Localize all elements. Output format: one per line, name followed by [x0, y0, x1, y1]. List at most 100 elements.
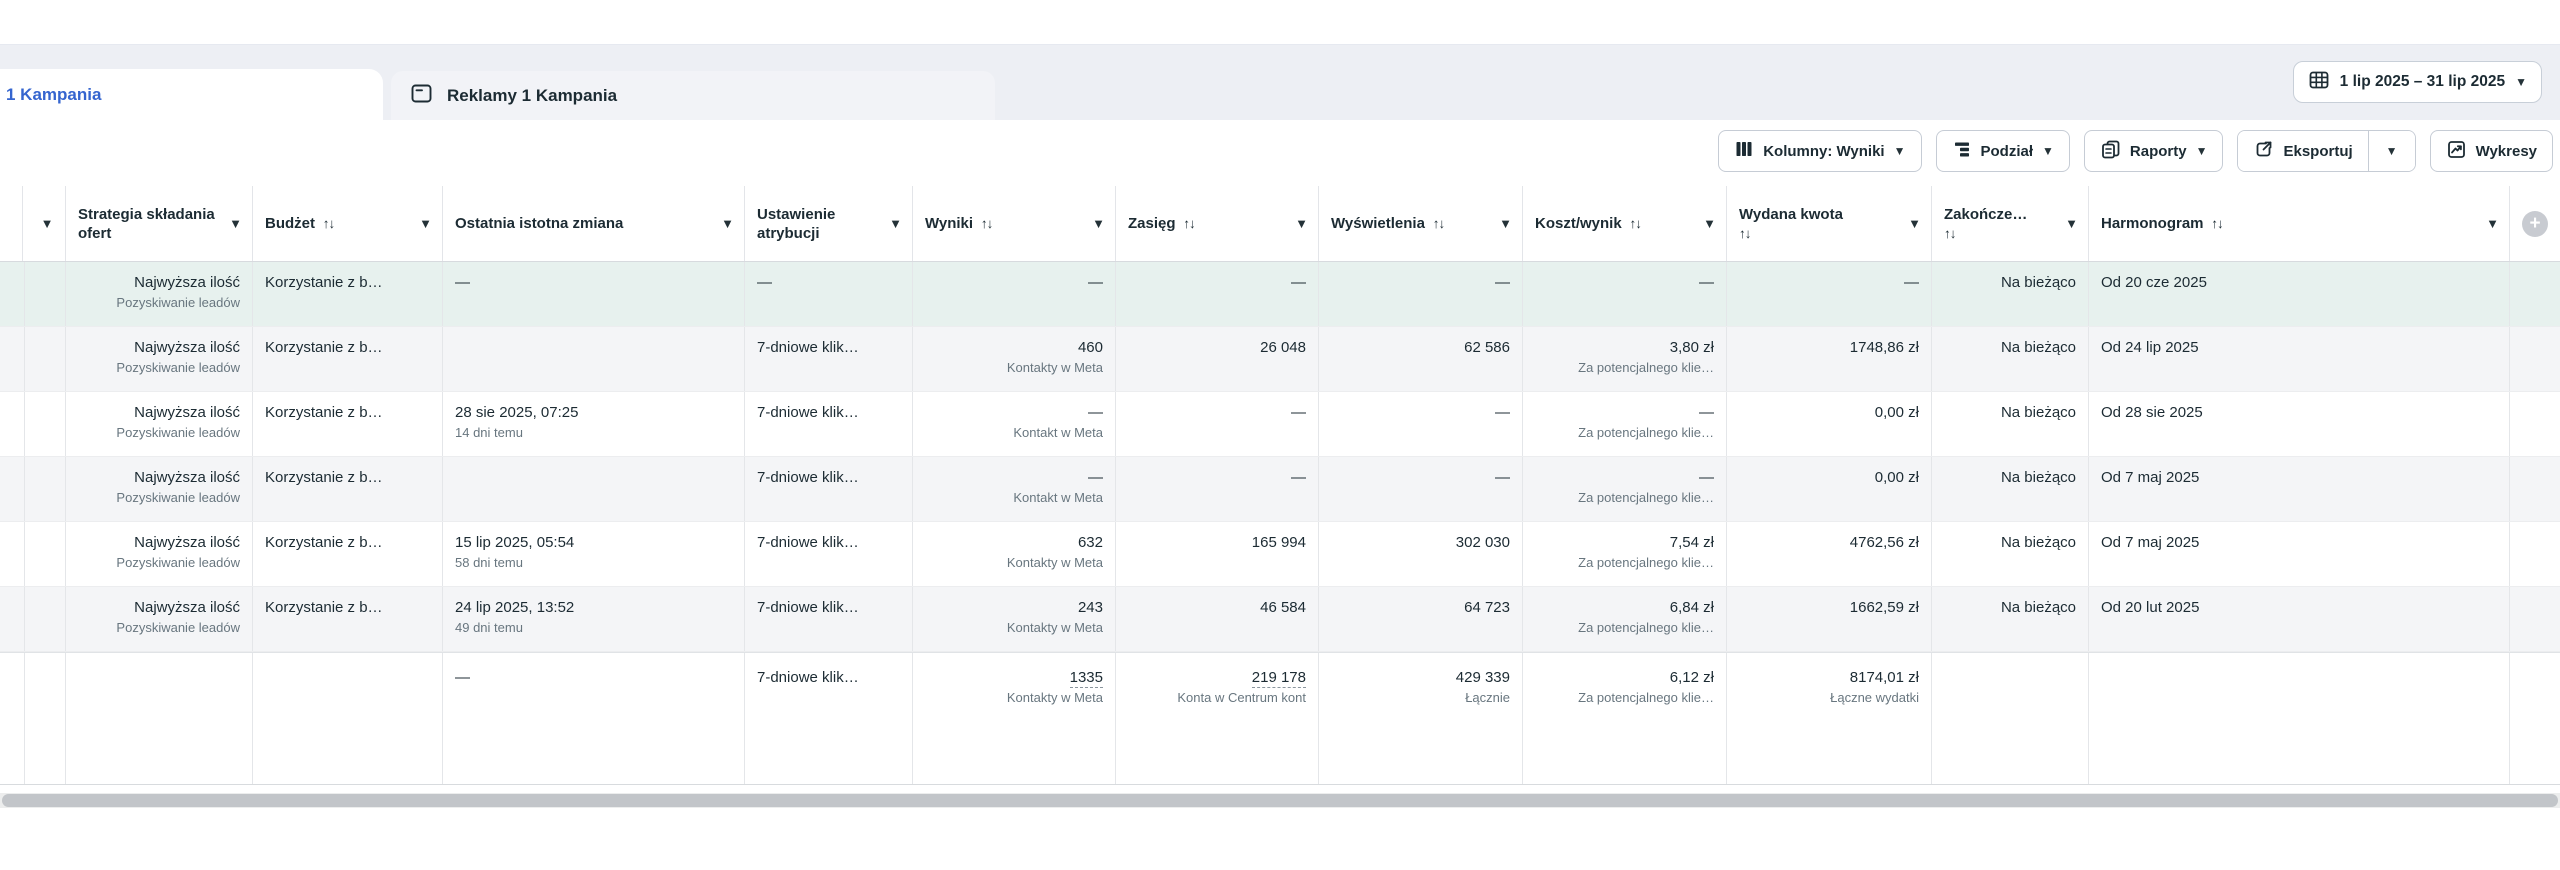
cell-attribution: 7-dniowe klik… [745, 457, 913, 521]
column-menu-caret-icon[interactable]: ▼ [2486, 216, 2499, 231]
export-button[interactable]: Eksportuj [2238, 131, 2368, 171]
cell-end [1932, 653, 2089, 784]
column-label: Budżet ↑↓ [265, 215, 336, 232]
column-menu-caret-icon[interactable]: ▼ [229, 216, 242, 231]
charts-button[interactable]: Wykresy [2429, 130, 2553, 172]
table-row[interactable]: Najwyższa ilość Pozyskiwanie leadów Korzys… [0, 392, 2560, 457]
cell-last_change: 24 lip 2025, 13:52 49 dni temu [443, 587, 745, 651]
cell-reach: 219 178 Konta w Centrum kont [1116, 653, 1319, 784]
column-header-budget[interactable]: Budżet ↑↓ ▼ [253, 186, 443, 261]
scrollbar-thumb[interactable] [2, 794, 2558, 807]
reports-button[interactable]: Raporty ▼ [2083, 130, 2224, 172]
cell-end: Na bieżąco [1932, 522, 2089, 586]
charts-icon [2446, 139, 2467, 164]
sort-icon[interactable]: ↑↓ [1626, 216, 1642, 231]
sort-icon[interactable]: ↑↓ [1944, 225, 1957, 241]
cell-cut [0, 457, 25, 521]
cell-spent: 4762,56 zł [1727, 522, 1932, 586]
cell-schedule: Od 28 sie 2025 [2089, 392, 2510, 456]
cell-end: Na bieżąco [1932, 457, 2089, 521]
sort-icon[interactable]: ↑↓ [1180, 216, 1196, 231]
cell-end: Na bieżąco [1932, 392, 2089, 456]
column-menu-caret-icon[interactable]: ▼ [1295, 216, 1308, 231]
cell-add [2510, 327, 2560, 391]
breakdown-button[interactable]: Podział ▼ [1935, 130, 2070, 172]
tab-ads-label: Reklamy 1 Kampania [447, 86, 618, 105]
cell-toggle [23, 653, 66, 784]
cell-results: — Kontakt w Meta [913, 392, 1116, 456]
cell-toggle [23, 587, 66, 651]
column-header-toggle[interactable]: ▼ [23, 186, 66, 261]
cell-toggle [23, 327, 66, 391]
cell-impressions: 302 030 [1319, 522, 1523, 586]
cell-reach: — [1116, 262, 1319, 326]
column-menu-caret-icon[interactable]: ▼ [1499, 216, 1512, 231]
column-header-spent[interactable]: Wydana kwota ↑↓ ▼ [1727, 186, 1932, 261]
tab-ads[interactable]: Reklamy 1 Kampania [391, 71, 995, 121]
chevron-down-icon: ▼ [2515, 75, 2527, 89]
cell-reach: — [1116, 457, 1319, 521]
cell-results: — [913, 262, 1116, 326]
columns-button[interactable]: Kolumny: Wyniki ▼ [1718, 130, 1922, 172]
cell-schedule: Od 20 cze 2025 [2089, 262, 2510, 326]
column-header-impressions[interactable]: Wyświetlenia ↑↓ ▼ [1319, 186, 1523, 261]
cell-impressions: — [1319, 262, 1523, 326]
column-menu-caret-icon[interactable]: ▼ [2065, 216, 2078, 231]
cell-budget: Korzystanie z b… [253, 327, 443, 391]
column-header-cost[interactable]: Koszt/wynik ↑↓ ▼ [1523, 186, 1727, 261]
cell-spent: 1662,59 zł [1727, 587, 1932, 651]
column-header-cut [0, 186, 23, 261]
cell-impressions: — [1319, 392, 1523, 456]
cell-impressions: 62 586 [1319, 327, 1523, 391]
table-row[interactable]: Najwyższa ilość Pozyskiwanie leadów Korzys… [0, 522, 2560, 587]
sort-icon[interactable]: ↑↓ [978, 216, 994, 231]
column-menu-caret-icon[interactable]: ▼ [721, 216, 734, 231]
chevron-down-icon: ▼ [2195, 144, 2208, 158]
column-header-results[interactable]: Wyniki ↑↓ ▼ [913, 186, 1116, 261]
cell-last_change [443, 457, 745, 521]
column-menu-caret-icon[interactable]: ▼ [1703, 216, 1716, 231]
column-menu-caret-icon[interactable]: ▼ [889, 216, 902, 231]
column-menu-caret-icon[interactable]: ▼ [1908, 216, 1921, 231]
column-header-reach[interactable]: Zasięg ↑↓ ▼ [1116, 186, 1319, 261]
column-menu-caret-icon[interactable]: ▼ [419, 216, 432, 231]
column-header-last_change[interactable]: Ostatnia istotna zmiana ▼ [443, 186, 745, 261]
columns-button-label: Kolumny: Wyniki [1763, 142, 1885, 160]
cell-schedule: Od 7 maj 2025 [2089, 522, 2510, 586]
date-range-button[interactable]: 1 lip 2025 – 31 lip 2025 ▼ [2292, 61, 2542, 103]
cell-spent: 8174,01 zł Łączne wydatki [1727, 653, 1932, 784]
cell-impressions: — [1319, 457, 1523, 521]
cell-cost: — Za potencjalnego klie… [1523, 457, 1727, 521]
cell-add [2510, 522, 2560, 586]
cell-schedule: Od 20 lut 2025 [2089, 587, 2510, 651]
tab-campaigns-label: 1 Kampania [6, 85, 102, 104]
table-row[interactable]: Najwyższa ilość Pozyskiwanie leadów Korzys… [0, 587, 2560, 652]
cell-cost: 3,80 zł Za potencjalnego klie… [1523, 327, 1727, 391]
chevron-down-icon: ▼ [1893, 144, 1906, 158]
column-header-add[interactable]: + [2510, 186, 2560, 261]
column-header-strategy[interactable]: Strategia składania ofert ▼ [66, 186, 253, 261]
cell-cost: 6,84 zł Za potencjalnego klie… [1523, 587, 1727, 651]
table-row[interactable]: Najwyższa ilość Pozyskiwanie leadów Korzys… [0, 262, 2560, 327]
horizontal-scrollbar[interactable] [0, 793, 2560, 808]
export-options-button[interactable]: ▼ [2367, 131, 2415, 171]
cell-attribution: 7-dniowe klik… [745, 327, 913, 391]
cell-attribution: 7-dniowe klik… [745, 392, 913, 456]
tab-campaigns[interactable]: 1 Kampania [0, 69, 383, 121]
campaigns-table: ▼ Strategia składania ofert ▼ Budżet ↑↓ ▼ Ost… [0, 186, 2560, 785]
cell-strategy: Najwyższa ilość Pozyskiwanie leadów [66, 392, 253, 456]
cell-results: 632 Kontakty w Meta [913, 522, 1116, 586]
column-menu-caret-icon[interactable]: ▼ [40, 216, 54, 231]
sort-icon[interactable]: ↑↓ [1739, 225, 1752, 241]
column-header-end[interactable]: Zakończe… ↑↓ ▼ [1932, 186, 2089, 261]
sort-icon[interactable]: ↑↓ [2208, 216, 2224, 231]
sort-icon[interactable]: ↑↓ [1429, 216, 1446, 231]
column-menu-caret-icon[interactable]: ▼ [1092, 216, 1105, 231]
table-row[interactable]: Najwyższa ilość Pozyskiwanie leadów Korzys… [0, 327, 2560, 392]
sort-icon[interactable]: ↑↓ [320, 216, 336, 231]
table-row[interactable]: Najwyższa ilość Pozyskiwanie leadów Korzys… [0, 457, 2560, 522]
column-header-attribution[interactable]: Ustawienie atrybucji ▼ [745, 186, 913, 261]
column-header-schedule[interactable]: Harmonogram ↑↓ ▼ [2089, 186, 2510, 261]
add-column-button[interactable]: + [2522, 210, 2548, 237]
cell-last_change: 28 sie 2025, 07:25 14 dni temu [443, 392, 745, 456]
